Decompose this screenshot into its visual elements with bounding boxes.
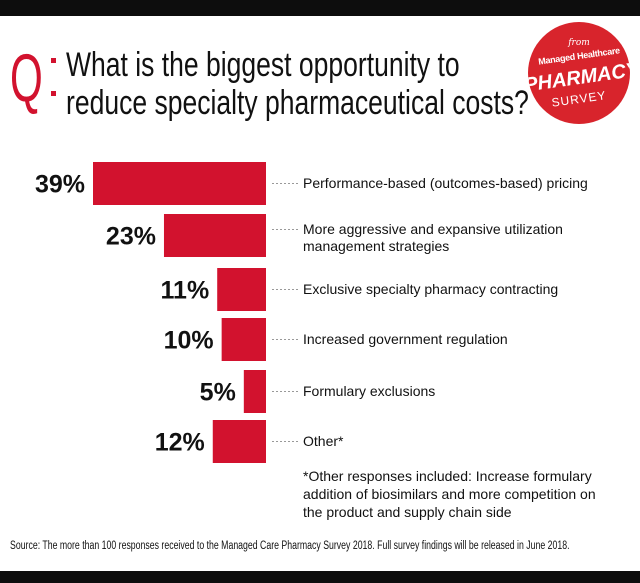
bar-2 — [217, 268, 266, 311]
bar-value-label-0: 39% — [35, 171, 85, 199]
badge-from-text: from — [568, 38, 590, 48]
question-line-1: What is the biggest opportunity to — [66, 46, 460, 84]
source-note: Source: The more than 100 responses rece… — [10, 540, 570, 552]
bottom-frame-bar — [0, 571, 640, 583]
bar-value-label-2: 11% — [161, 277, 210, 305]
bar-0 — [93, 162, 266, 205]
bar-3 — [221, 318, 266, 361]
question-line-2: reduce specialty pharmaceutical costs? — [66, 84, 529, 122]
bar-value-label-4: 5% — [200, 379, 236, 407]
top-frame-bar — [0, 0, 640, 16]
question-colon-marks — [51, 58, 56, 124]
bar-4 — [243, 370, 266, 413]
other-footnote: *Other responses included: Increase form… — [303, 468, 596, 520]
question-text: What is the biggest opportunity to reduc… — [66, 46, 565, 122]
bar-value-label-3: 10% — [164, 327, 214, 355]
question-q-letter: Q — [10, 40, 43, 116]
bar-5 — [212, 420, 266, 463]
bar-value-label-5: 12% — [155, 429, 205, 457]
bar-1 — [163, 214, 266, 257]
survey-logo-badge: from Managed Healthcare PHARMACY SURVEY — [528, 22, 630, 124]
bar-value-label-1: 23% — [106, 223, 156, 251]
